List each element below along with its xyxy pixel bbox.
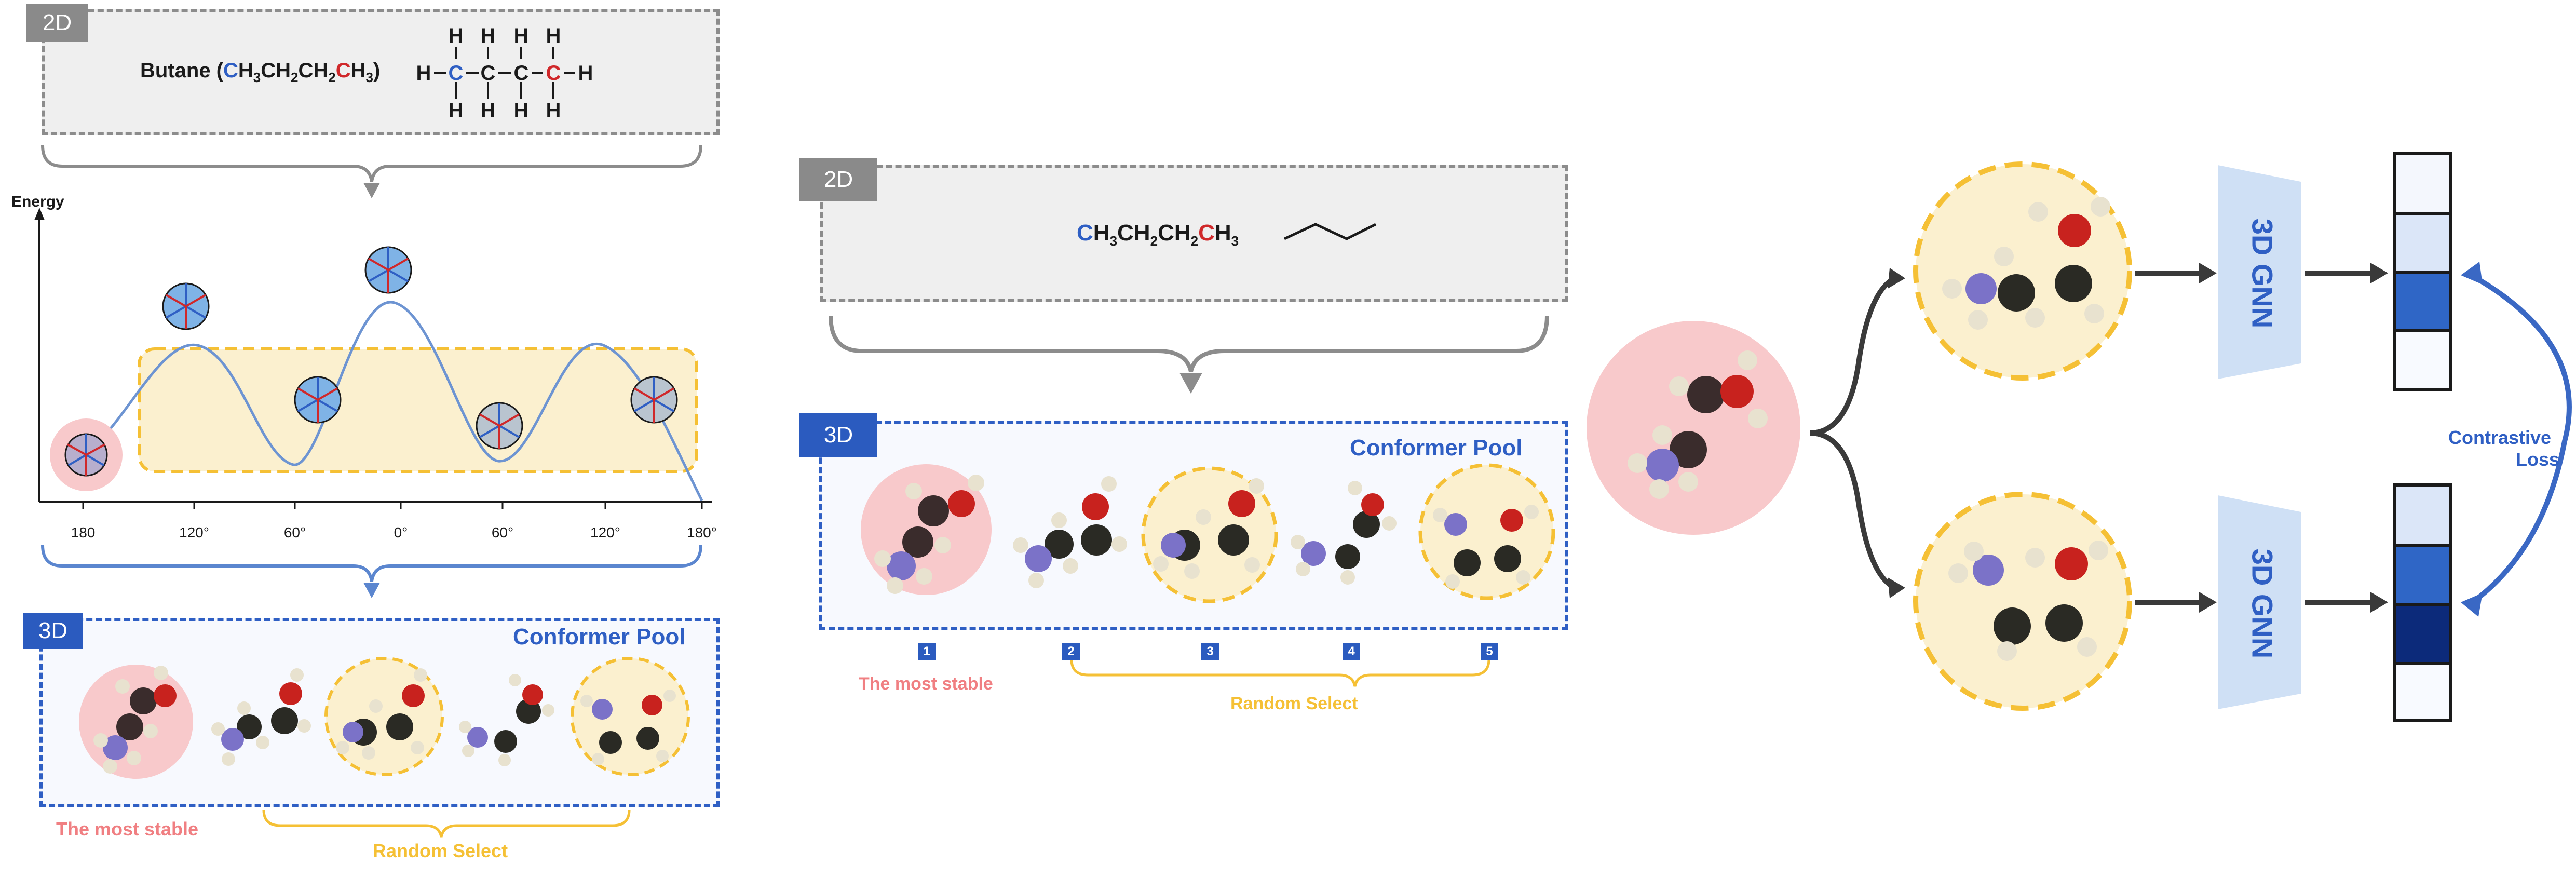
left-random-select-label: Random Select bbox=[373, 840, 508, 861]
middle-pool-title: Conformer Pool bbox=[1350, 435, 1523, 461]
tick-label: 120° bbox=[179, 524, 209, 541]
left-3d-tag: 3D bbox=[23, 613, 83, 649]
tick-label: 60° bbox=[491, 524, 514, 541]
middle-most-stable-label: The most stable bbox=[859, 674, 993, 694]
middle-2d-tag: 2D bbox=[799, 158, 877, 201]
middle-butane-formula: CH3CH2CH2CH3 bbox=[1077, 220, 1239, 249]
tick-label: 120° bbox=[590, 524, 620, 541]
contrastive-loss-label: Contrastive Loss bbox=[2435, 427, 2565, 470]
tick-label: 180 bbox=[71, 524, 96, 541]
conformer-badge-5: 5 bbox=[1481, 643, 1498, 660]
gnn-top-label: 3D GNN bbox=[2246, 218, 2279, 329]
middle-random-select-label: Random Select bbox=[1230, 694, 1358, 713]
left-most-stable-label: The most stable bbox=[56, 818, 199, 840]
conformer-badge-2: 2 bbox=[1062, 643, 1080, 660]
conformer-badge-4: 4 bbox=[1343, 643, 1360, 660]
left-2d-tag: 2D bbox=[26, 4, 88, 42]
middle-2d-box bbox=[820, 165, 1568, 302]
left-2d-box bbox=[42, 9, 720, 135]
gnn-bottom-label: 3D GNN bbox=[2246, 548, 2279, 659]
loss-line-2: Loss bbox=[2515, 449, 2559, 470]
middle-3d-tag: 3D bbox=[799, 413, 877, 457]
tick-label: 0° bbox=[394, 524, 408, 541]
conformer-badge-1: 1 bbox=[918, 643, 936, 660]
loss-line-1: Contrastive bbox=[2448, 427, 2552, 448]
left-pool-title: Conformer Pool bbox=[513, 624, 686, 650]
conformer-badge-3: 3 bbox=[1201, 643, 1219, 660]
left-butane-formula: Butane (CH3CH2CH2CH3) bbox=[140, 59, 381, 85]
energy-axis-label: Energy bbox=[11, 193, 64, 210]
tick-label: 60° bbox=[283, 524, 306, 541]
tick-label: 180° bbox=[687, 524, 717, 541]
